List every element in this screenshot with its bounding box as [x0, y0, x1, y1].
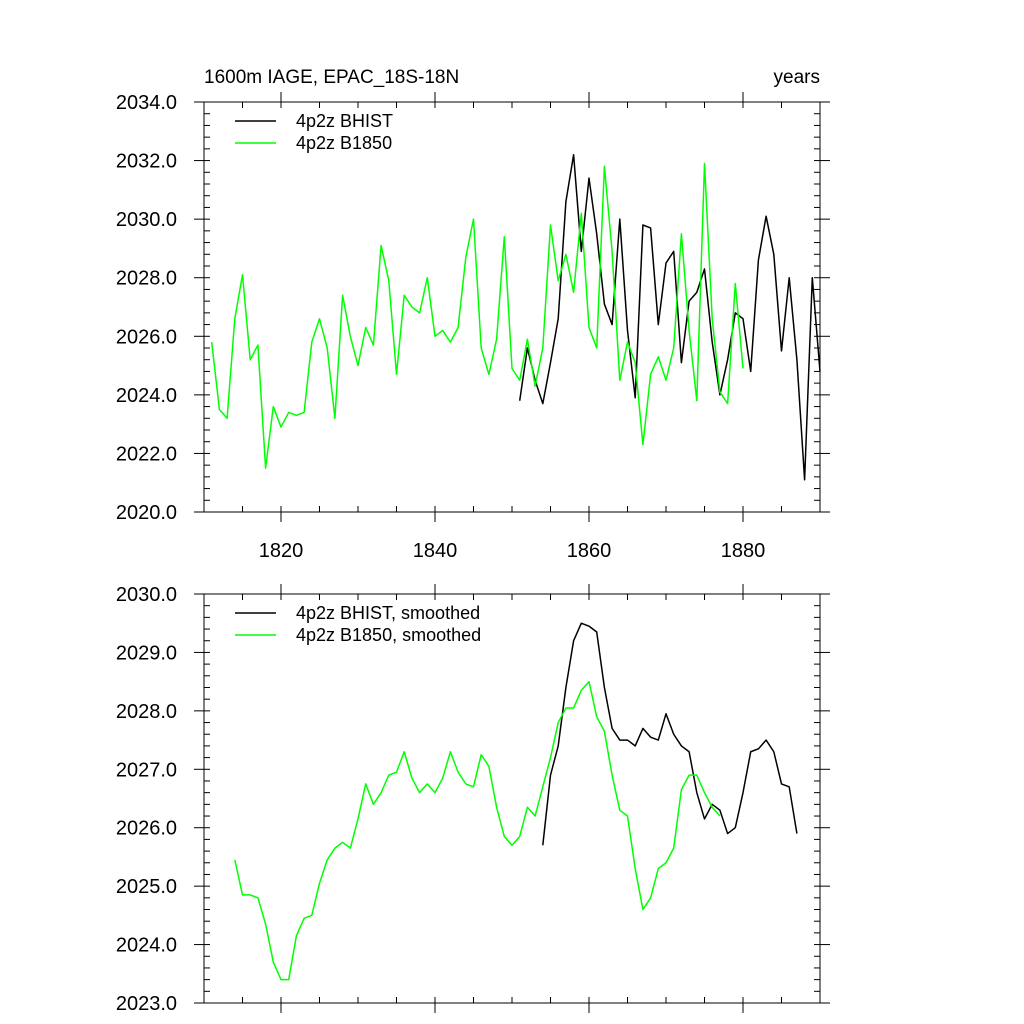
top-series-line-b1850 [210, 162, 744, 469]
bottom-panel-plot: 2023.0 2024.0 2025.0 2026.0 2027.0 2028.0 2029… [116, 584, 830, 1015]
top-series-line-bhist [518, 153, 821, 481]
bottom-y-tick-label: 2025.0 [116, 876, 177, 898]
top-y-tick-label: 2034.0 [116, 92, 177, 114]
bottom-y-tick-label: 2023.0 [116, 993, 177, 1015]
top-y-tick-label: 2028.0 [116, 268, 177, 290]
top-y-tick-label: 2024.0 [116, 385, 177, 407]
bottom-legend-label: 4p2z BHIST, smoothed [296, 603, 480, 623]
top-y-tick-label: 2032.0 [116, 151, 177, 173]
top-panel-title: 1600m IAGE, EPAC_18S-18N [204, 67, 459, 88]
bottom-y-tick-label: 2029.0 [116, 642, 177, 664]
bottom-y-tick-label: 2024.0 [116, 935, 177, 957]
top-legend-label: 4p2z B1850 [296, 133, 392, 153]
bottom-y-tick-label: 2030.0 [116, 584, 177, 606]
bottom-series-line-bhist [542, 622, 798, 846]
bottom-series-line-b1850 [234, 680, 721, 981]
top-x-tick-label: 1860 [567, 540, 612, 562]
top-y-tick-label: 2026.0 [116, 326, 177, 348]
top-panel: 1600m IAGE, EPAC_18S-18N years 1820 1840 1… [116, 67, 830, 562]
bottom-plot-frame [203, 593, 821, 1004]
top-panel-units: years [774, 67, 820, 88]
bottom-y-tick-label: 2027.0 [116, 759, 177, 781]
bottom-y-tick-label: 2028.0 [116, 701, 177, 723]
top-x-tick-label: 1880 [721, 540, 766, 562]
top-y-tick-label: 2022.0 [116, 443, 177, 465]
top-x-tick-label: 1840 [413, 540, 458, 562]
top-plot-frame [203, 101, 821, 513]
bottom-legend-label: 4p2z B1850, smoothed [296, 625, 481, 645]
top-y-tick-label: 2030.0 [116, 209, 177, 231]
top-panel-plot: 1820 1840 1860 1880 2020.0 2022.0 2024.0 2026.0… [116, 92, 830, 562]
top-legend-label: 4p2z BHIST [296, 111, 393, 131]
bottom-y-tick-label: 2026.0 [116, 818, 177, 840]
top-x-tick-label: 1820 [259, 540, 304, 562]
top-y-tick-label: 2020.0 [116, 502, 177, 524]
bottom-panel: 2023.0 2024.0 2025.0 2026.0 2027.0 2028.0 2029… [116, 584, 830, 1015]
